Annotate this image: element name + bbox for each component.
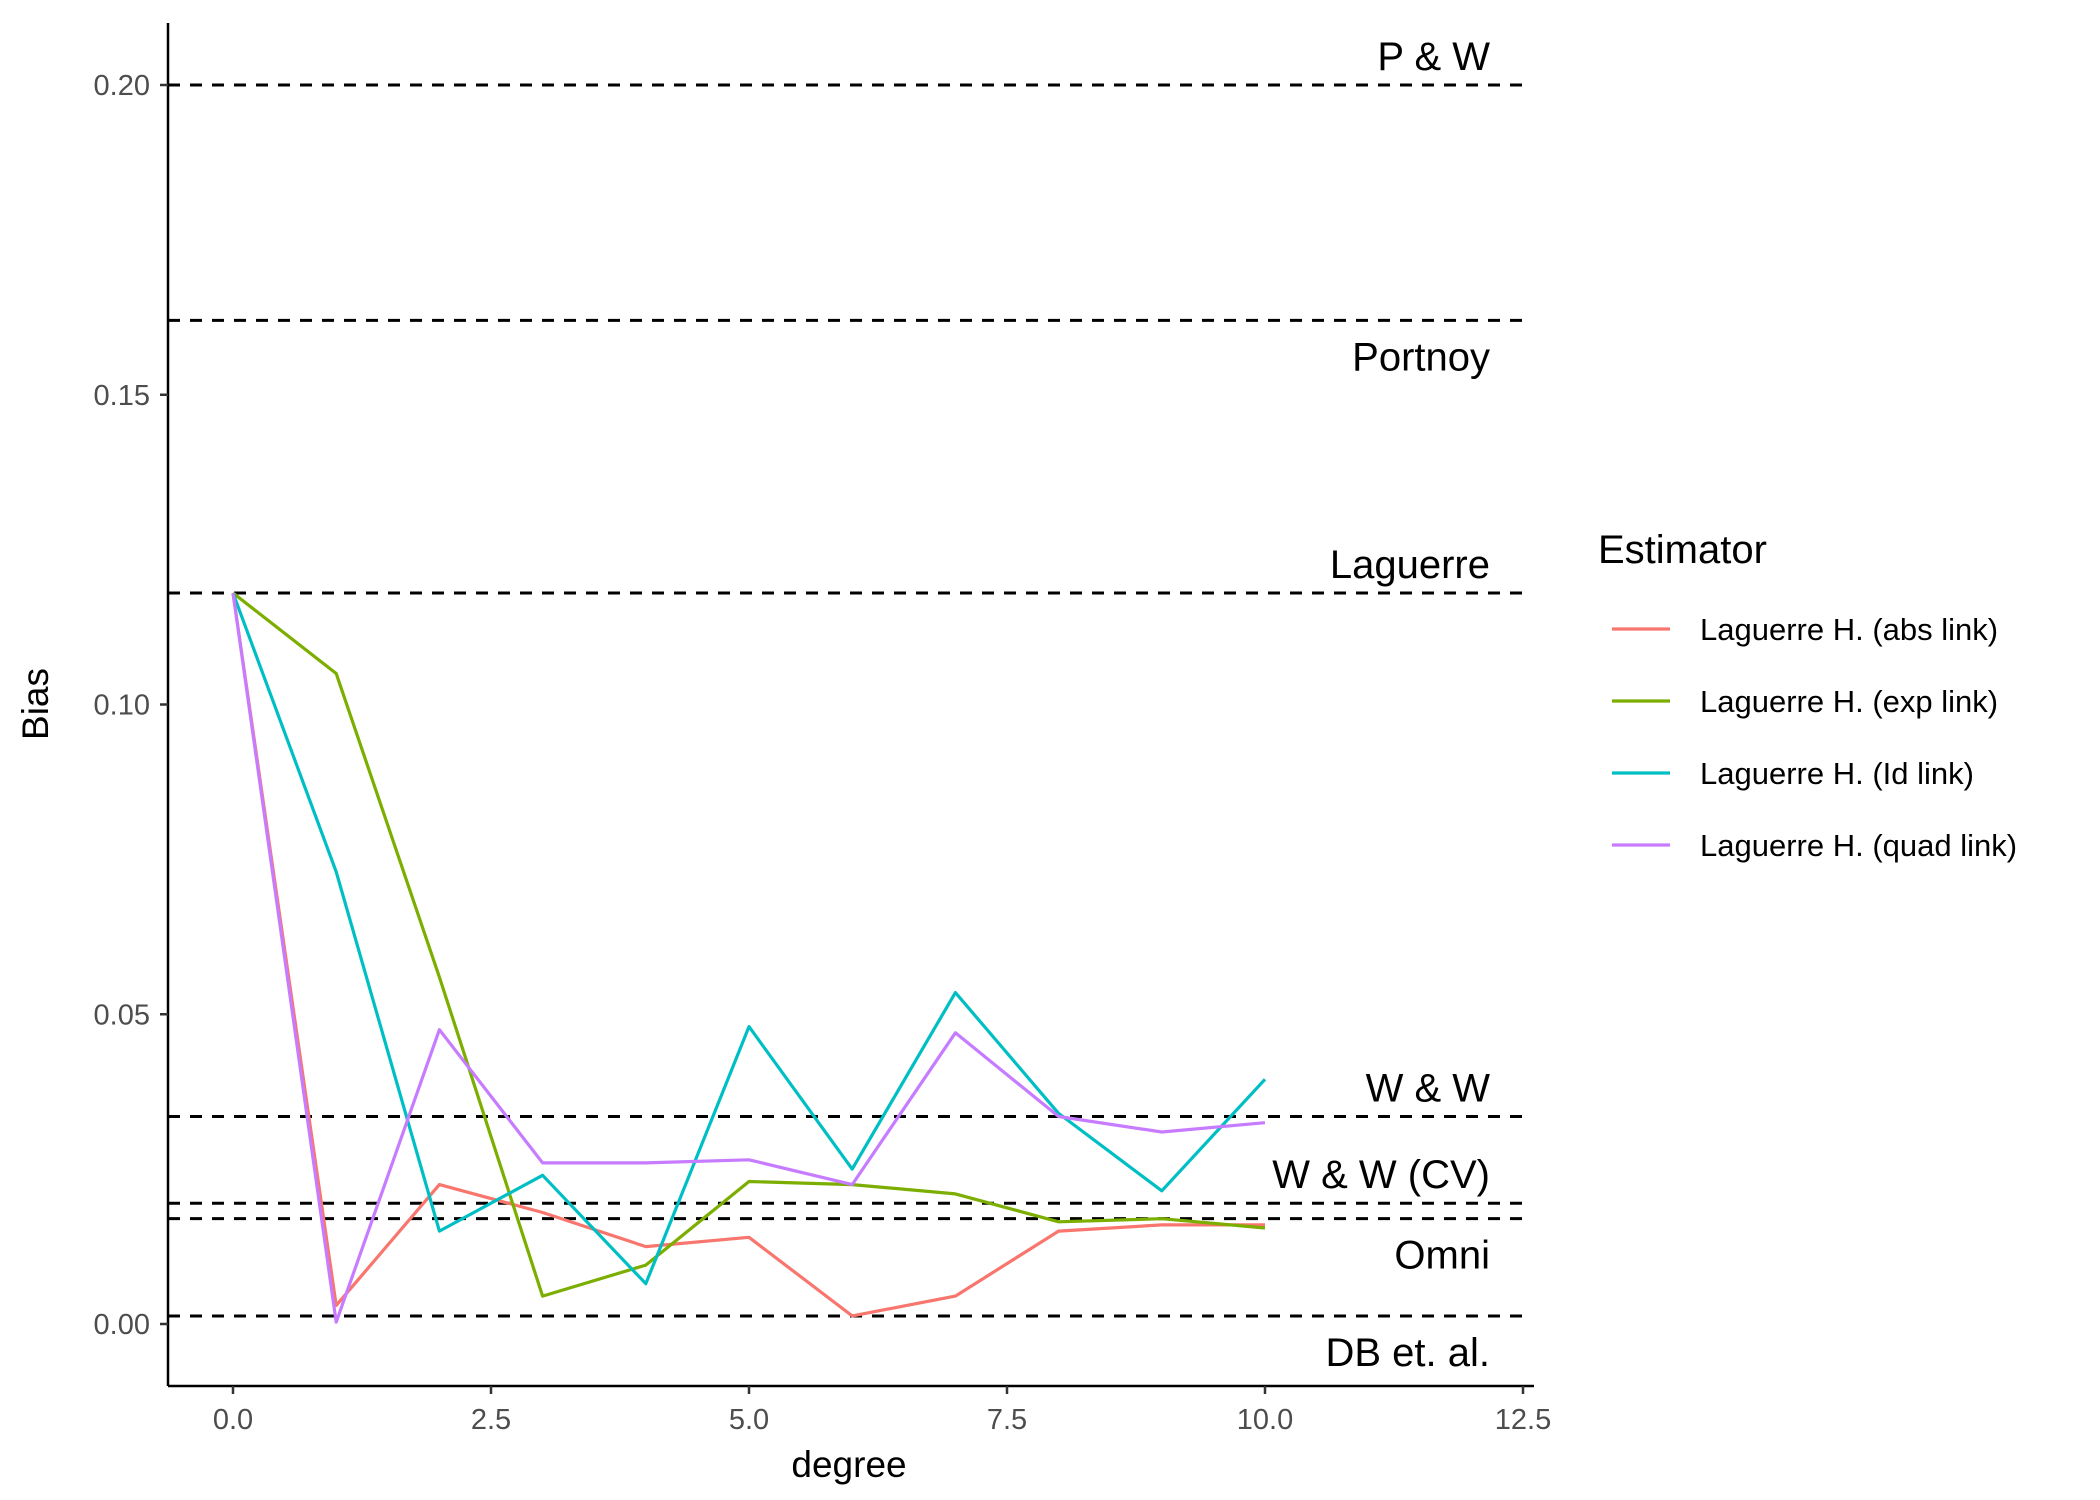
x-tick-label: 7.5 xyxy=(987,1404,1027,1436)
legend-label: Laguerre H. (abs link) xyxy=(1700,612,1998,647)
reference-lines: P & W Portnoy Laguerre W & W W & W (CV) Omni D… xyxy=(168,35,1522,1375)
x-tick-label: 2.5 xyxy=(471,1404,511,1436)
y-tick-label: 0.15 xyxy=(94,380,150,412)
series-line xyxy=(231,592,1265,1318)
reference-label: W & W (CV) xyxy=(1272,1153,1490,1197)
y-tick-label: 0.05 xyxy=(94,999,150,1031)
reference-label: Portnoy xyxy=(1352,335,1490,379)
x-axis-title: degree xyxy=(791,1444,906,1485)
series-line xyxy=(231,592,1267,1286)
y-axis-title: Bias xyxy=(15,668,56,740)
x-ticks: 0.0 2.5 5.0 7.5 10.0 12.5 xyxy=(213,1386,1551,1436)
reference-label: P & W xyxy=(1377,35,1490,79)
legend-title: Estimator xyxy=(1598,528,1767,572)
y-ticks: 0.00 0.05 0.10 0.15 0.20 xyxy=(94,70,168,1341)
reference-label: DB et. al. xyxy=(1325,1331,1490,1375)
x-tick-label: 12.5 xyxy=(1495,1404,1551,1436)
series-line xyxy=(232,591,1266,1298)
legend-items: Laguerre H. (abs link) Laguerre H. (exp l… xyxy=(1612,612,2017,863)
reference-label: W & W xyxy=(1366,1066,1491,1110)
y-tick-label: 0.20 xyxy=(94,70,150,102)
x-tick-label: 0.0 xyxy=(213,1404,253,1436)
x-tick-label: 5.0 xyxy=(729,1404,769,1436)
reference-label: Laguerre xyxy=(1330,543,1490,587)
legend-label: Laguerre H. (quad link) xyxy=(1700,828,2017,863)
series-lines xyxy=(231,591,1267,1324)
reference-label: Omni xyxy=(1394,1234,1490,1278)
x-tick-label: 10.0 xyxy=(1237,1404,1293,1436)
series-line xyxy=(231,592,1266,1324)
legend-label: Laguerre H. (Id link) xyxy=(1700,756,1974,791)
y-tick-label: 0.10 xyxy=(94,690,150,722)
legend-label: Laguerre H. (exp link) xyxy=(1700,684,1998,719)
legend: Estimator Laguerre H. (abs link)Laguerre… xyxy=(1598,528,2017,863)
y-tick-label: 0.00 xyxy=(94,1309,150,1341)
